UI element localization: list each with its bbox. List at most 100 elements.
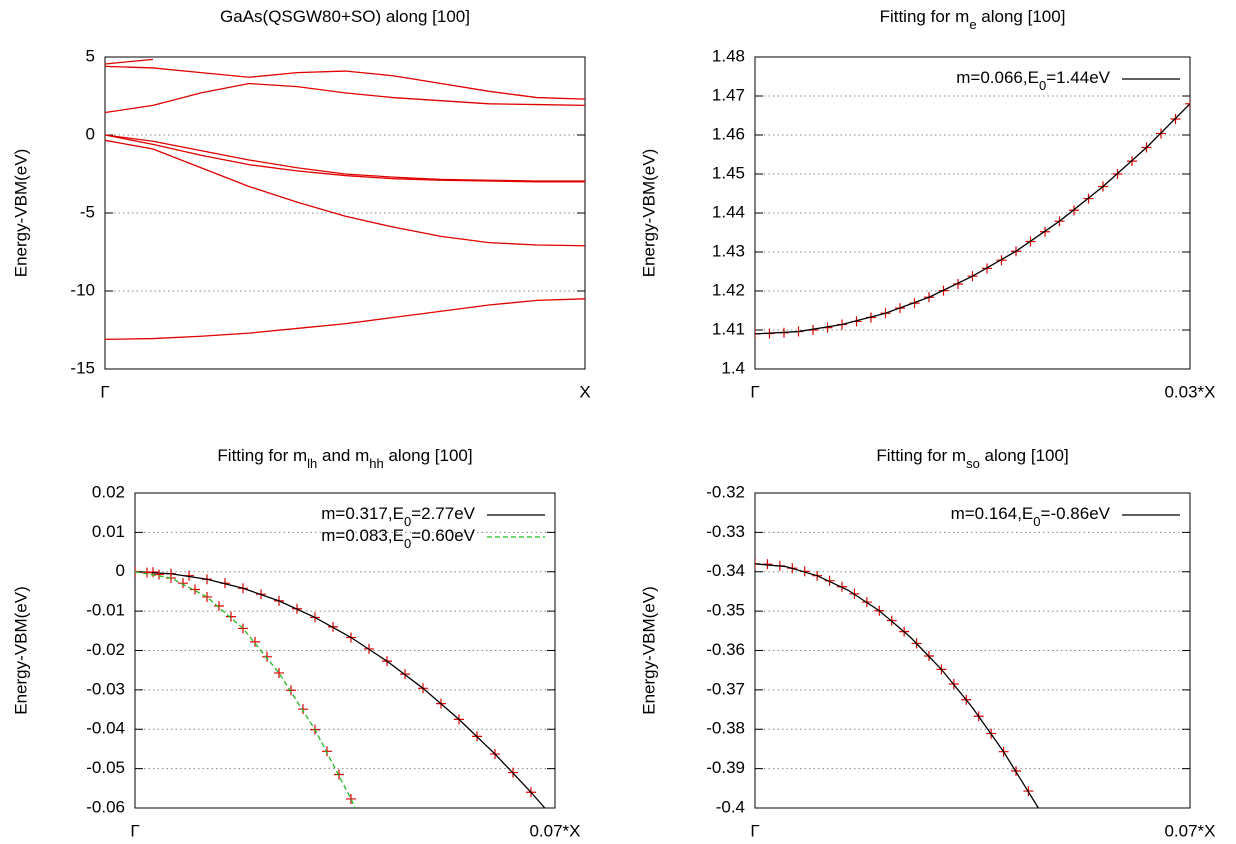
y-tick-label: -0.04 [86, 719, 125, 738]
x-tick-label: X [579, 382, 590, 401]
text-part: m=0.066,E [956, 68, 1039, 87]
y-tick-label: 1.47 [712, 85, 745, 104]
y-tick-label: 1.46 [712, 124, 745, 143]
text-part: m=0.083,E [321, 526, 404, 545]
y-tick-label: -0.38 [706, 719, 745, 738]
data-point [238, 623, 248, 634]
x-tick-label: 0.07*X [1164, 821, 1215, 840]
y-tick-label: -0.39 [706, 758, 745, 777]
y-tick-label: -0.02 [86, 640, 125, 659]
y-tick-label: -0.37 [706, 679, 745, 698]
panel: Fitting for mso along [100] Energy-VBM(eV… [639, 446, 1215, 840]
data-line [755, 563, 1039, 808]
text-part: GaAs(QSGW80+SO) along [100] [220, 7, 470, 26]
y-tick-label: 1.43 [712, 241, 745, 260]
data-point [154, 569, 164, 580]
y-tick-label: -15 [70, 358, 95, 377]
panel: Fitting for me along [100] Energy-VBM(eV)… [639, 7, 1215, 401]
data-line [135, 571, 546, 808]
data-line [755, 103, 1190, 335]
text-part: 0 [1039, 78, 1046, 93]
y-tick-label: 1.4 [721, 358, 745, 377]
chart-title: GaAs(QSGW80+SO) along [100] [220, 7, 470, 26]
legend-label: m=0.066,E0=1.44eV [956, 68, 1110, 92]
y-tick-label: -0.05 [86, 758, 125, 777]
plot-area [755, 98, 1190, 339]
data-point [178, 578, 188, 589]
panel: GaAs(QSGW80+SO) along [100] Energy-VBM(eV… [11, 7, 590, 401]
text-part: m=0.164,E [951, 504, 1034, 523]
y-tick-label: -0.34 [706, 561, 745, 580]
y-tick-label: -0.32 [706, 482, 745, 501]
y-tick-label: -0.01 [86, 601, 125, 620]
text-part: Fitting for m [880, 7, 970, 26]
data-line [105, 82, 585, 114]
plot-frame [754, 492, 1191, 809]
plot-frame [134, 492, 556, 809]
text-part: =2.77eV [411, 504, 475, 523]
y-tick-label: 0.02 [92, 482, 125, 501]
text-part: Fitting for m [876, 446, 966, 465]
text-part: Fitting for m [217, 446, 307, 465]
data-point [274, 667, 284, 678]
plot-frame [104, 56, 586, 370]
x-tick-label: Γ [750, 821, 759, 840]
legend-label: m=0.164,E0=-0.86eV [951, 504, 1111, 528]
chart-title: Fitting for me along [100] [880, 7, 1066, 31]
y-axis-label: Energy-VBM(eV) [639, 586, 658, 714]
data-line [105, 58, 154, 65]
text-part: hh [369, 456, 383, 471]
data-point [142, 567, 152, 578]
y-tick-label: -0.36 [706, 640, 745, 659]
data-point [202, 591, 212, 602]
y-tick-label: 1.42 [712, 280, 745, 299]
text-part: along [100] [980, 446, 1069, 465]
plot-area [135, 566, 546, 808]
x-tick-label: Γ [750, 382, 759, 401]
data-point [953, 278, 963, 289]
y-tick-label: 1.48 [712, 46, 745, 65]
chart-title: Fitting for mlh and mhh along [100] [217, 446, 472, 470]
y-tick-label: -0.35 [706, 601, 745, 620]
x-tick-label: Γ [130, 821, 139, 840]
data-line [105, 65, 585, 100]
data-point [214, 601, 224, 612]
data-line [105, 134, 585, 183]
plot-area [105, 58, 585, 341]
data-line [105, 134, 585, 182]
text-part: along [100] [384, 446, 473, 465]
y-tick-label: 1.44 [712, 202, 745, 221]
text-part: 0 [404, 514, 411, 529]
data-line [105, 139, 585, 247]
data-point [298, 704, 308, 715]
chart-title: Fitting for mso along [100] [876, 446, 1068, 470]
data-point [262, 651, 272, 662]
y-tick-label: -0.33 [706, 522, 745, 541]
y-tick-label: -0.4 [716, 797, 745, 816]
text-part: m=0.317,E [321, 504, 404, 523]
y-tick-label: 0.01 [92, 522, 125, 541]
text-part: lh [307, 456, 317, 471]
data-point [286, 685, 296, 696]
plot-area [755, 558, 1039, 808]
x-tick-label: 0.07*X [529, 821, 580, 840]
y-axis-label: Energy-VBM(eV) [11, 586, 30, 714]
y-tick-label: 5 [86, 46, 95, 65]
text-part: so [966, 456, 980, 471]
text-part: e [969, 17, 976, 32]
data-point [226, 611, 236, 622]
text-part: along [100] [977, 7, 1066, 26]
data-point [322, 746, 332, 757]
y-tick-label: -0.03 [86, 679, 125, 698]
data-line [105, 298, 585, 341]
y-tick-label: 1.41 [712, 319, 745, 338]
text-part: =1.44eV [1046, 68, 1110, 87]
data-point [1185, 98, 1190, 109]
y-tick-label: 1.45 [712, 163, 745, 182]
y-tick-label: 0 [116, 561, 125, 580]
legend-label: m=0.083,E0=0.60eV [321, 526, 475, 550]
y-tick-label: -5 [80, 202, 95, 221]
text-part: 0 [1033, 514, 1040, 529]
y-tick-label: 0 [86, 124, 95, 143]
